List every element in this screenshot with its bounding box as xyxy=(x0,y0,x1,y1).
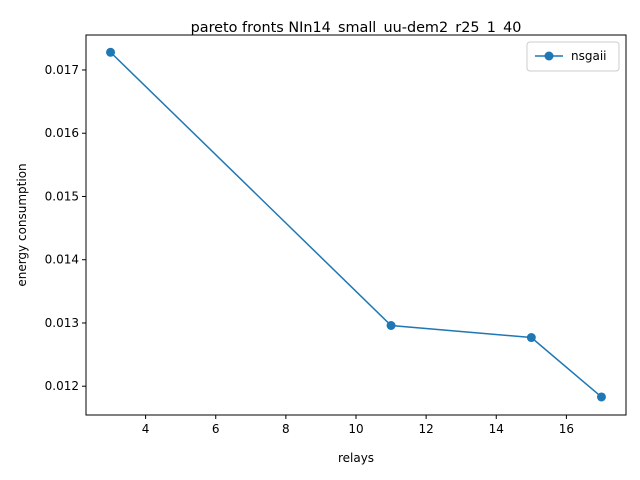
x-tick-label: 8 xyxy=(282,422,290,436)
y-tick-label: 0.013 xyxy=(45,316,79,330)
y-tick-label: 0.016 xyxy=(45,126,79,140)
data-point xyxy=(596,392,606,402)
y-axis-label: energy consumption xyxy=(15,163,29,286)
data-point xyxy=(106,47,116,57)
x-tick-label: 6 xyxy=(212,422,220,436)
axis-ticks: 4 6 8 10 12 14 16 0.012 0.013 0.014 0.015 0.016 0.01… xyxy=(45,63,574,436)
legend-box xyxy=(526,41,620,72)
legend-label: nsgaii xyxy=(571,49,607,63)
data-point xyxy=(386,321,396,331)
y-tick-label: 0.014 xyxy=(45,253,79,267)
legend-marker xyxy=(544,51,554,61)
x-tick-label: 14 xyxy=(489,422,504,436)
x-tick-label: 10 xyxy=(348,422,363,436)
plot-area xyxy=(106,47,606,402)
axes-frame xyxy=(85,34,627,416)
chart-title: pareto fronts NIn14_small_uu-dem2_r25_1_… xyxy=(191,20,522,36)
x-tick-label: 16 xyxy=(559,422,574,436)
y-tick-label: 0.012 xyxy=(45,379,79,393)
y-tick-label: 0.015 xyxy=(45,189,79,203)
series-line-nsgaii xyxy=(110,51,602,398)
x-tick-label: 12 xyxy=(418,422,433,436)
x-tick-label: 4 xyxy=(142,422,150,436)
y-tick-label: 0.017 xyxy=(45,63,79,77)
legend: nsgaii xyxy=(526,41,620,72)
data-point xyxy=(526,333,536,343)
x-axis-label: relays xyxy=(338,451,374,465)
